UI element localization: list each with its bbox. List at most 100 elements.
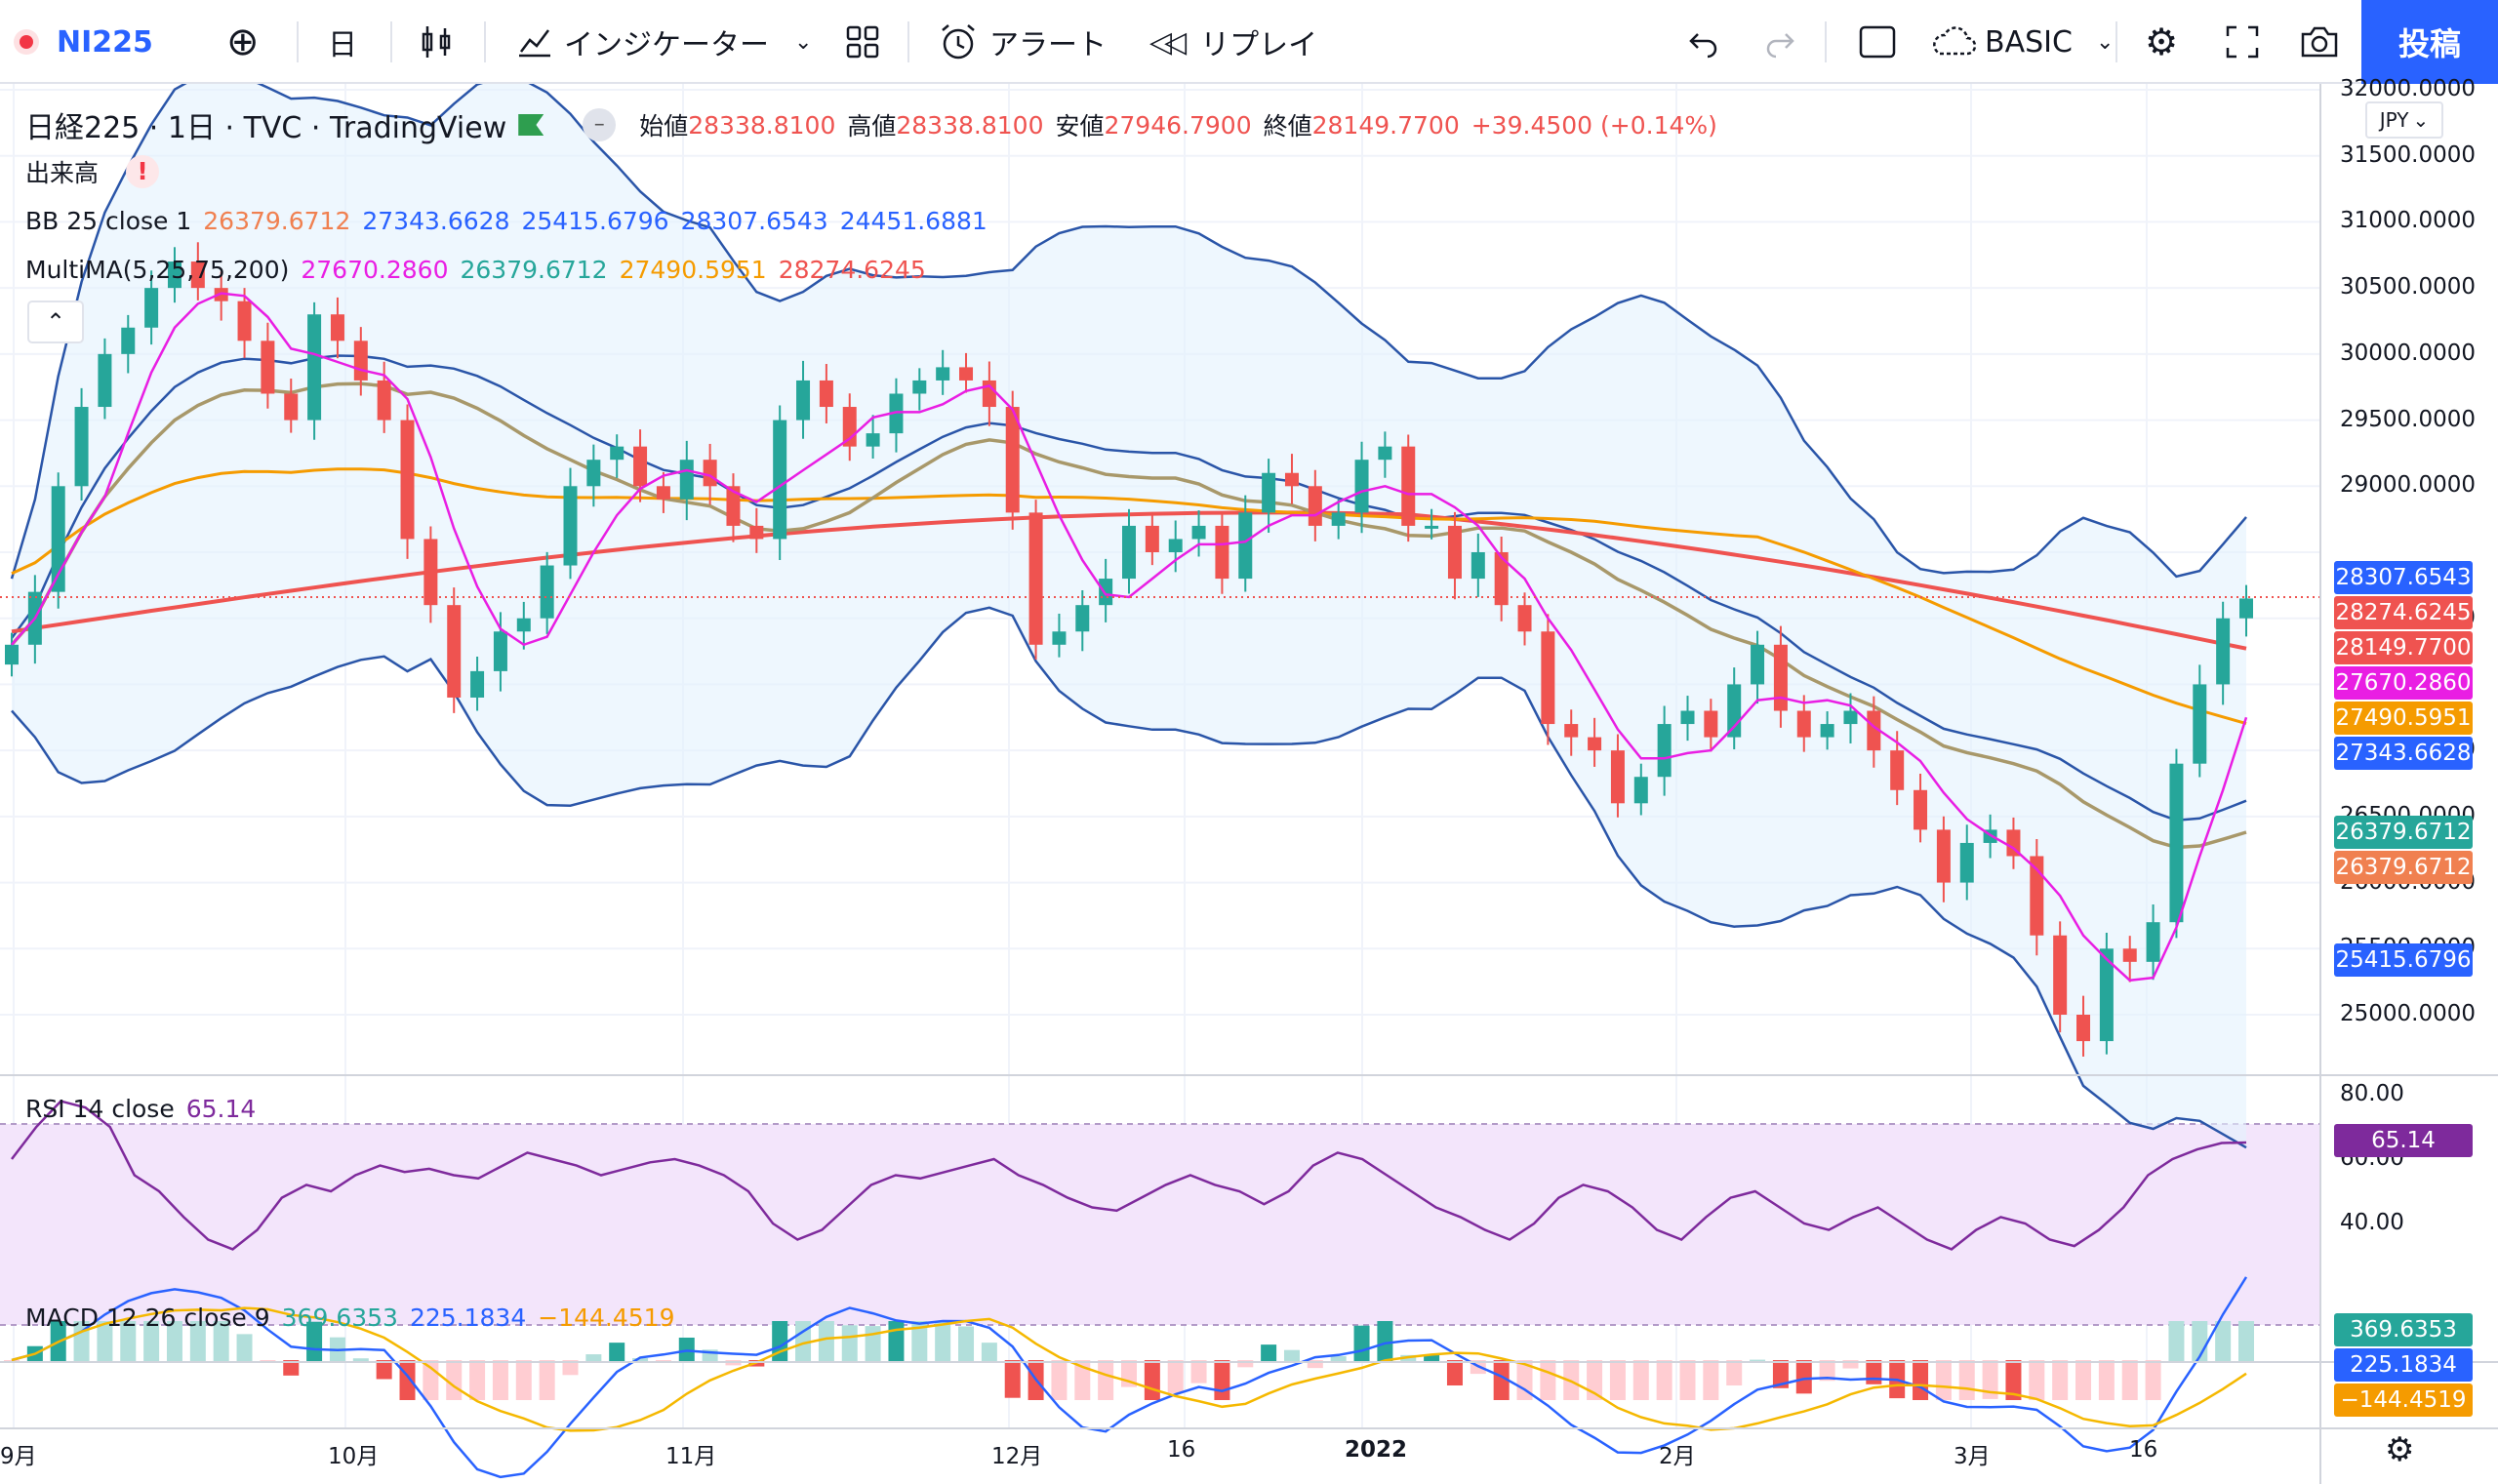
candle	[1796, 710, 1811, 738]
macd-histogram-bar	[492, 1360, 508, 1400]
macd-histogram-bar	[609, 1343, 625, 1361]
redo-icon[interactable]	[1762, 0, 1797, 84]
currency-select[interactable]: JPY ⌄	[2365, 101, 2443, 139]
bb-legend: BB 25 close 1 26379.6712 27343.6628 2541…	[25, 207, 999, 235]
undo-icon[interactable]	[1686, 0, 1721, 84]
layout-button[interactable]: BASIC ⌄	[1928, 0, 2114, 84]
macd-legend: MACD 12 26 close 9 369.6353 225.1834 −14…	[25, 1304, 686, 1332]
candle	[936, 367, 950, 381]
price-axis-label: 25000.0000	[2340, 1001, 2477, 1026]
candle	[1122, 525, 1136, 580]
candle	[284, 393, 299, 421]
rsi-band	[0, 1124, 2320, 1325]
candle	[2146, 922, 2160, 962]
templates-icon[interactable]	[845, 0, 880, 84]
time-axis-label: 16	[2129, 1437, 2158, 1463]
add-symbol-icon[interactable]: ⊕	[226, 20, 260, 64]
open-label: 始値	[639, 112, 689, 140]
toolbar-divider	[484, 21, 486, 62]
macd-histogram-bar	[1353, 1325, 1370, 1361]
settings-gear-icon[interactable]: ⚙	[2385, 1430, 2415, 1469]
candle	[1425, 525, 1439, 529]
currency-label: JPY	[2379, 108, 2409, 132]
price-tag: 27490.5951	[2334, 702, 2473, 736]
rsi-name: RSI 14 close	[25, 1095, 175, 1123]
bollinger-upper-line	[10, 84, 2247, 580]
cloud-icon	[1933, 26, 1977, 56]
candle	[1959, 842, 1974, 883]
candle	[1867, 710, 1881, 751]
candle	[167, 261, 181, 289]
macd-histogram-bar	[1935, 1360, 1952, 1400]
macd-histogram-bar	[1516, 1360, 1533, 1400]
publish-button[interactable]: 投稿	[2361, 0, 2498, 84]
rsi-axis-label: 40.00	[2340, 1210, 2404, 1235]
candle	[1168, 539, 1183, 552]
candle	[144, 288, 159, 328]
indicators-button[interactable]: インジケーター ⌄	[515, 0, 812, 84]
warning-icon[interactable]: !	[126, 155, 160, 188]
close-label: 終値	[1263, 112, 1312, 140]
interval-button[interactable]: 日	[328, 0, 357, 84]
macd-histogram-bar	[515, 1360, 532, 1400]
price-axis-label: 31000.0000	[2340, 208, 2477, 234]
macd-histogram-bar	[981, 1343, 997, 1361]
rewind-icon: ◁◁	[1149, 24, 1187, 60]
price-tag: 28274.6245	[2334, 596, 2473, 630]
macd-histogram-bar	[539, 1360, 555, 1400]
main-legend: 日経225 · 1日 · TVC · TradingView – 始値 28338…	[25, 103, 1729, 146]
macd-tag: −144.4519	[2334, 1384, 2473, 1417]
macd-histogram-bar	[1795, 1360, 1812, 1394]
candle	[377, 380, 391, 421]
toolbar-divider	[907, 21, 909, 62]
gear-icon[interactable]: ⚙	[2145, 20, 2179, 63]
macd-histogram-bar	[562, 1360, 579, 1376]
macd-histogram-bar	[2238, 1321, 2254, 1361]
macd-name: MACD 12 26 close 9	[25, 1304, 270, 1332]
chart-type-icon[interactable]	[420, 0, 453, 84]
macd-histogram-bar	[632, 1358, 649, 1361]
macd-line	[11, 1276, 2248, 1479]
macd-histogram-bar	[4, 1360, 20, 1361]
candle	[2169, 763, 2184, 923]
symbol-search[interactable]: NI225	[20, 0, 153, 84]
hide-icon[interactable]: –	[583, 108, 617, 141]
macd-histogram-bar	[1446, 1360, 1463, 1385]
open-value: 28338.8100	[688, 110, 836, 140]
macd-histogram-bar	[1750, 1359, 1766, 1361]
time-axis-label: 2022	[1345, 1437, 1408, 1463]
market-open-icon	[518, 114, 544, 136]
macd-histogram-bar	[2098, 1360, 2115, 1400]
candle	[982, 380, 996, 408]
collapse-legend-button[interactable]: ⌃	[27, 301, 84, 343]
candle	[1494, 552, 1509, 606]
macd-histogram-bar	[841, 1325, 858, 1361]
candle	[1471, 552, 1485, 580]
macd-histogram-bar	[888, 1321, 905, 1361]
replay-button[interactable]: ◁◁ リプレイ	[1149, 0, 1317, 84]
indicators-label: インジケーター	[564, 28, 769, 62]
candle	[1145, 525, 1159, 552]
macd-histogram-bar	[1424, 1354, 1440, 1361]
change-value: +39.4500 (+0.14%)	[1471, 110, 1717, 140]
macd-histogram-bar	[2215, 1321, 2232, 1361]
toolbar-divider	[297, 21, 299, 62]
candle	[1843, 710, 1858, 725]
fullscreen-icon[interactable]	[2225, 0, 2260, 84]
rsi-value: 65.14	[185, 1095, 257, 1123]
chart-canvas[interactable]	[0, 84, 2498, 1484]
candle	[1751, 644, 1765, 685]
macd-histogram-bar	[1493, 1360, 1510, 1400]
macd-histogram-bar	[1632, 1360, 1649, 1400]
candle	[190, 261, 205, 289]
candle	[749, 525, 764, 540]
alert-button[interactable]: アラート	[937, 0, 1107, 84]
candle	[1401, 446, 1416, 526]
interval-label: 日	[328, 28, 357, 62]
macd-histogram-bar	[1144, 1360, 1160, 1400]
close-value: 28149.7700	[1311, 110, 1460, 140]
macd-histogram-bar	[1261, 1344, 1277, 1361]
camera-icon[interactable]	[2299, 0, 2340, 84]
candle	[1890, 750, 1905, 790]
fullscreen-layout-icon[interactable]	[1858, 0, 1897, 84]
